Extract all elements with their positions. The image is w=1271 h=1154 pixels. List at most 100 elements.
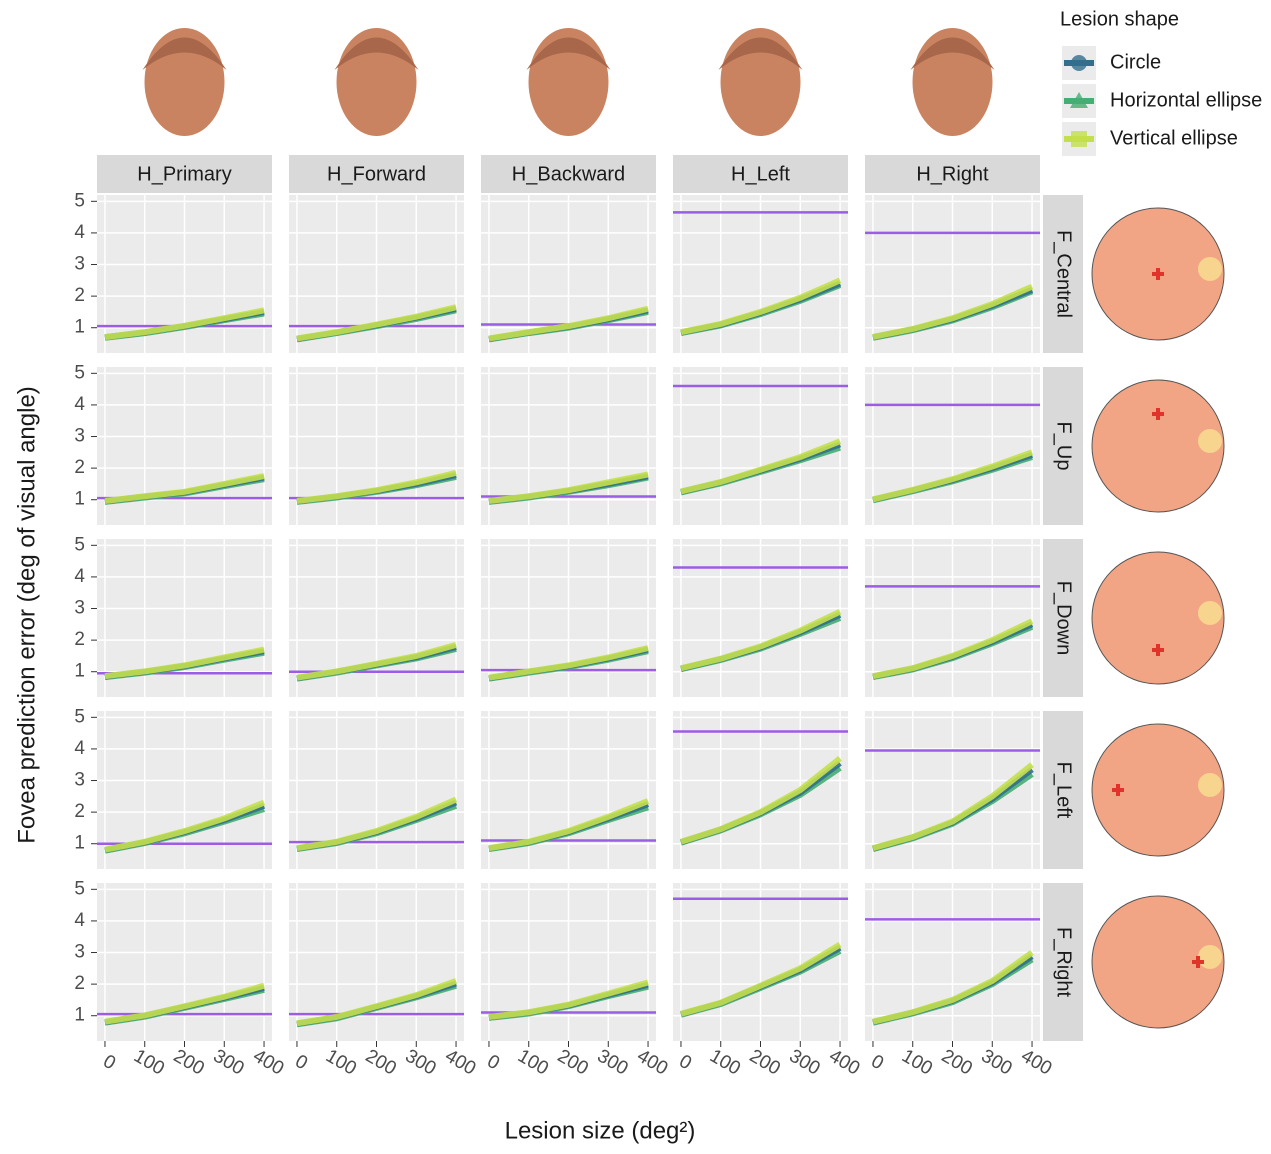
column-strip: [865, 155, 1040, 193]
x-axis-label: Lesion size (deg²): [505, 1117, 696, 1144]
column-label: H_Primary: [137, 163, 231, 185]
y-tick-label: 1: [74, 489, 85, 510]
optic-disc: [1198, 945, 1222, 969]
x-tick-label: 400: [441, 1046, 479, 1080]
row-strip: [1043, 367, 1083, 525]
trend-line: [680, 608, 842, 672]
trend-line: [104, 307, 265, 341]
y-tick-label: 1: [74, 317, 85, 338]
y-tick-label: 4: [74, 222, 85, 243]
fovea-cross: [1192, 956, 1204, 968]
x-tick-label: 400: [1017, 1046, 1055, 1080]
column-strip: [97, 155, 272, 193]
trend-line: [104, 799, 266, 853]
trend-line: [488, 798, 650, 852]
y-tick-label: 3: [74, 770, 85, 791]
row-label: F_Down: [1053, 581, 1075, 655]
row-strip: [1043, 711, 1083, 869]
trend-line: [488, 471, 649, 504]
fovea-cross: [1152, 644, 1164, 656]
x-tick-label: 400: [249, 1046, 287, 1080]
legend-key-marker: [1071, 131, 1087, 147]
y-tick-label: 5: [74, 706, 85, 727]
x-tick-label: 300: [210, 1046, 248, 1080]
column-label: H_Right: [916, 163, 989, 185]
x-tick-label: 100: [130, 1046, 168, 1080]
x-tick-label: 0: [291, 1051, 311, 1074]
trend-line: [680, 438, 842, 495]
trend-line: [488, 645, 649, 681]
retina: [1091, 723, 1225, 857]
x-tick-label: 200: [746, 1046, 784, 1080]
y-tick-label: 5: [74, 190, 85, 211]
fovea-cross: [1152, 408, 1164, 420]
x-tick-label: 100: [322, 1046, 360, 1080]
x-tick-label: 300: [786, 1046, 824, 1080]
column-strip: [481, 155, 656, 193]
x-tick-label: 100: [706, 1046, 744, 1080]
trend-line: [488, 305, 649, 342]
y-tick-label: 3: [74, 598, 85, 619]
y-tick-label: 5: [74, 534, 85, 555]
y-tick-label: 3: [74, 942, 85, 963]
optic-disc: [1198, 429, 1222, 453]
y-tick-label: 2: [74, 973, 85, 994]
row-strip: [1043, 195, 1083, 353]
y-tick-label: 4: [74, 738, 85, 759]
trend-line: [104, 982, 265, 1025]
y-tick-label: 1: [74, 661, 85, 682]
trend-line: [680, 756, 842, 845]
legend-label: Horizontal ellipse: [1110, 89, 1262, 111]
optic-disc: [1198, 773, 1222, 797]
legend-title: Lesion shape: [1060, 8, 1179, 30]
y-tick-label: 1: [74, 1005, 85, 1026]
x-tick-label: 300: [594, 1046, 632, 1080]
column-strip: [289, 155, 464, 193]
retina: [1091, 551, 1225, 685]
y-tick-label: 3: [74, 254, 85, 275]
y-tick-label: 3: [74, 426, 85, 447]
y-tick-label: 4: [74, 394, 85, 415]
y-tick-label: 5: [74, 878, 85, 899]
x-tick-label: 200: [170, 1046, 208, 1080]
row-label: F_Right: [1053, 927, 1075, 997]
y-tick-label: 1: [74, 833, 85, 854]
face-hair: [526, 37, 611, 70]
fovea-cross: [1152, 268, 1164, 280]
column-label: H_Forward: [327, 163, 426, 185]
trend-line: [872, 283, 1034, 340]
fovea-cross: [1112, 784, 1124, 796]
trend-line: [872, 618, 1034, 680]
y-tick-label: 4: [74, 910, 85, 931]
x-tick-label: 0: [483, 1051, 503, 1074]
trend-line: [872, 950, 1034, 1025]
row-label: F_Left: [1053, 762, 1075, 819]
x-tick-label: 400: [825, 1046, 863, 1080]
x-tick-label: 300: [402, 1046, 440, 1080]
trend-line: [872, 449, 1034, 503]
retina: [1091, 895, 1225, 1029]
face-hair: [334, 37, 419, 70]
face-hair: [910, 37, 995, 70]
column-label: H_Left: [731, 163, 790, 185]
row-strip: [1043, 883, 1083, 1041]
trend-line: [296, 641, 457, 681]
x-tick-label: 0: [867, 1051, 887, 1074]
retina: [1091, 379, 1225, 513]
y-axis-label: Fovea prediction error (deg of visual an…: [13, 386, 40, 844]
x-tick-label: 400: [633, 1046, 671, 1080]
x-tick-label: 200: [554, 1046, 592, 1080]
face-hair: [142, 37, 227, 70]
trend-line: [296, 978, 458, 1027]
legend-label: Circle: [1110, 51, 1161, 73]
x-tick-label: 200: [938, 1046, 976, 1080]
column-strip: [673, 155, 848, 193]
y-tick-label: 5: [74, 362, 85, 383]
trend-line: [104, 473, 265, 504]
row-strip: [1043, 539, 1083, 697]
trend-line: [680, 942, 842, 1017]
face-hair: [718, 37, 803, 70]
y-tick-label: 4: [74, 566, 85, 587]
